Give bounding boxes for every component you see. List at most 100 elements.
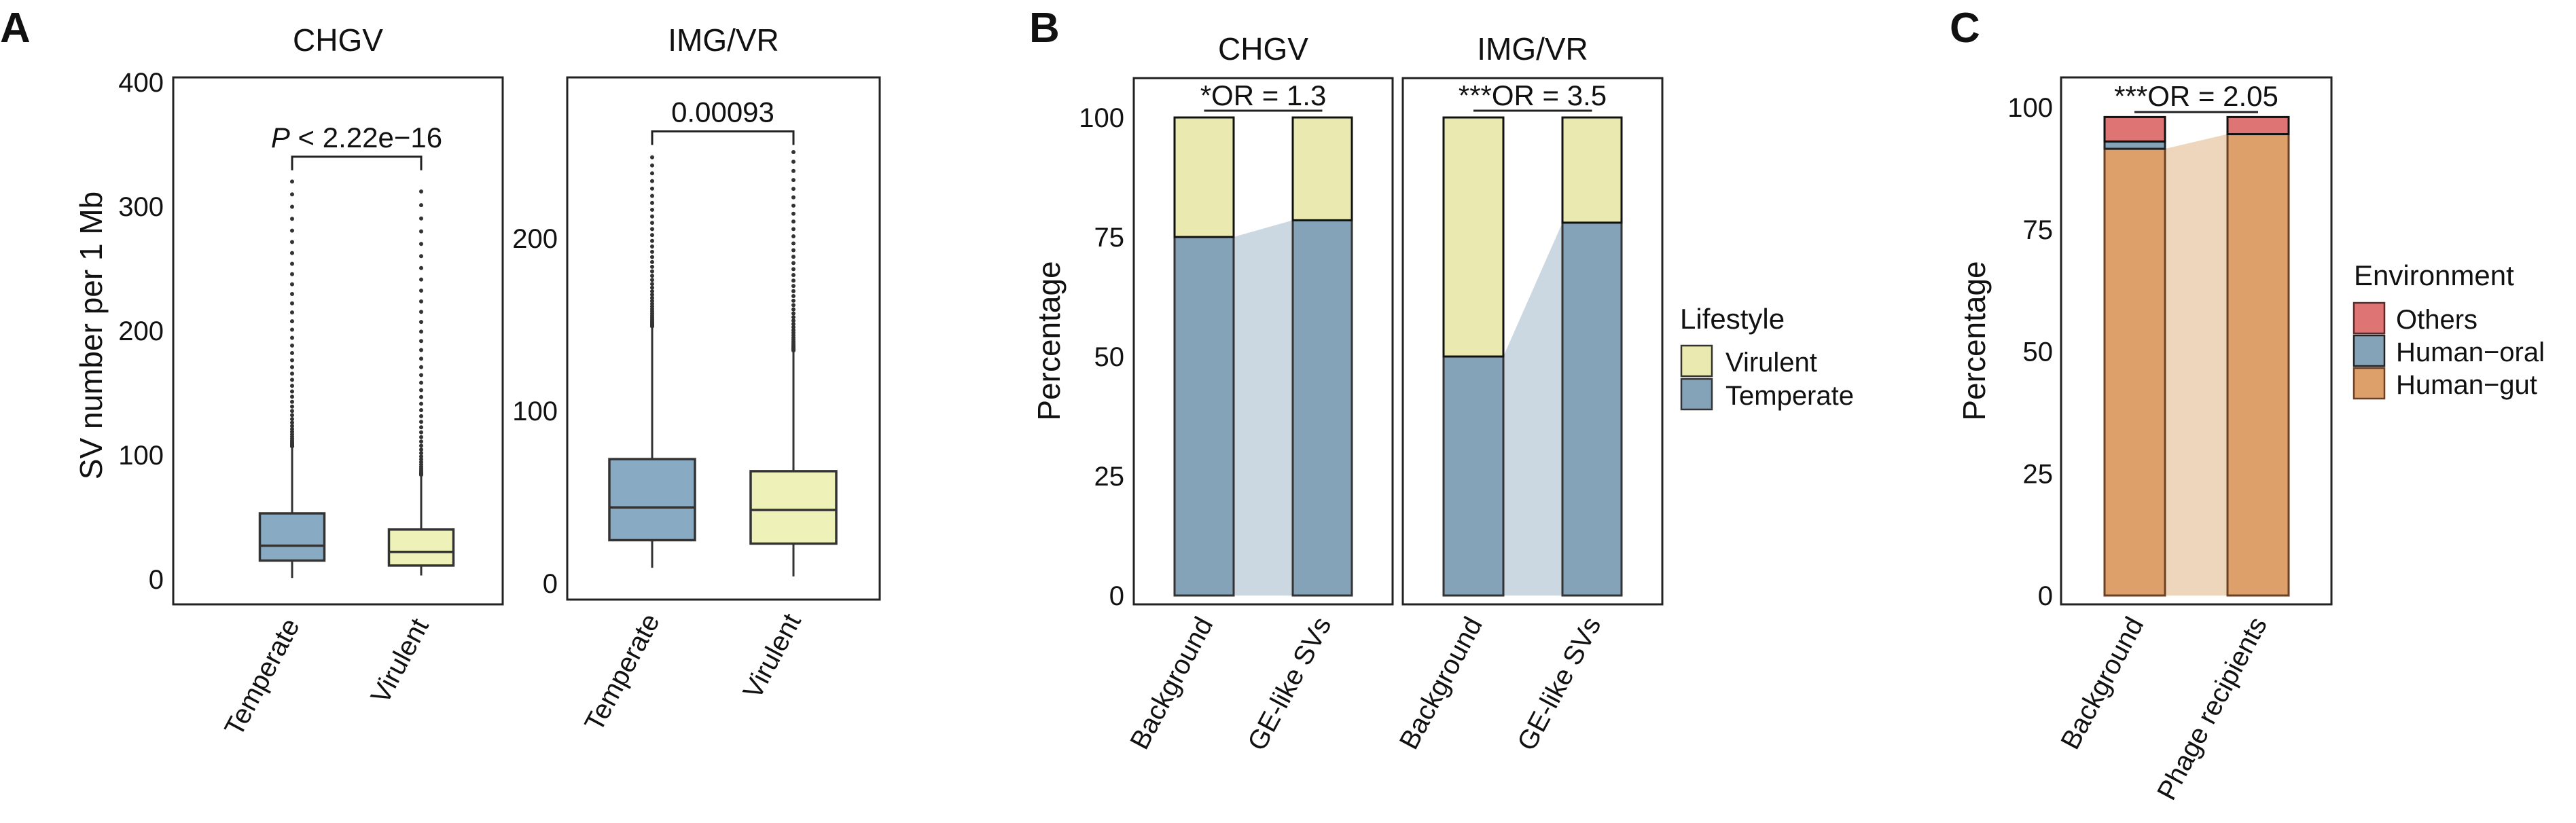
outlier-point bbox=[419, 457, 423, 462]
outlier-point bbox=[791, 219, 795, 224]
outlier-point bbox=[791, 325, 795, 329]
y-tick-label: 200 bbox=[118, 316, 164, 346]
outlier-point bbox=[290, 343, 294, 348]
outlier-point bbox=[419, 242, 423, 246]
outlier-point bbox=[290, 413, 294, 418]
outlier-point bbox=[290, 291, 294, 296]
outlier-point bbox=[650, 301, 654, 306]
outlier-point bbox=[650, 163, 654, 168]
outlier-point bbox=[419, 277, 423, 282]
panel-border bbox=[1401, 77, 1664, 606]
outlier-point bbox=[791, 255, 795, 259]
outlier-point bbox=[791, 278, 795, 283]
facet-title: CHGV bbox=[1218, 31, 1308, 67]
outlier-point bbox=[791, 203, 795, 208]
outlier-point bbox=[290, 272, 294, 276]
panel-letter-c: C bbox=[1950, 5, 1980, 52]
panel-border bbox=[2060, 76, 2333, 606]
panel-border bbox=[1132, 77, 1394, 606]
y-tick-label: 75 bbox=[1094, 223, 1125, 253]
outlier-point bbox=[419, 425, 423, 430]
y-tick-label: 200 bbox=[512, 224, 558, 254]
outlier-point bbox=[290, 365, 294, 369]
outlier-point bbox=[791, 293, 795, 298]
legend-title: Lifestyle bbox=[1680, 303, 1785, 335]
facet-chgv: CHGV 0 100 200 300 400 Temperate Virulent P < 2.… bbox=[118, 22, 504, 741]
legend-swatch-humangut bbox=[2353, 367, 2386, 400]
outlier-point bbox=[290, 335, 294, 340]
x-tick-label: Virulent bbox=[738, 609, 807, 704]
outlier-point bbox=[290, 424, 294, 428]
y-axis-title: Percentage bbox=[1031, 261, 1067, 420]
outlier-point bbox=[791, 168, 795, 173]
facet-title: IMG/VR bbox=[1477, 31, 1588, 67]
y-tick-label: 50 bbox=[2023, 337, 2054, 367]
y-tick-label: 25 bbox=[2023, 459, 2054, 489]
y-axis-title: Percentage bbox=[1956, 261, 1992, 420]
outlier-point bbox=[290, 384, 294, 388]
box-virulent bbox=[387, 189, 455, 576]
outlier-point bbox=[650, 179, 654, 183]
outlier-point bbox=[290, 409, 294, 414]
outlier-point bbox=[650, 274, 654, 278]
legend-swatch-others bbox=[2353, 301, 2386, 335]
outlier-point bbox=[290, 217, 294, 221]
facet-chgv: CHGV Background GE-like SVs *OR = 1.3 bbox=[1124, 31, 1394, 756]
outlier-point bbox=[791, 261, 795, 266]
odds-ratio-text: OR = 1.3 bbox=[1211, 79, 1326, 111]
outlier-point bbox=[290, 420, 294, 425]
y-tick-label: 0 bbox=[1109, 581, 1124, 611]
outlier-point bbox=[419, 435, 423, 439]
outlier-point bbox=[650, 278, 654, 282]
significance-stars: *** bbox=[2114, 80, 2147, 112]
outlier-point bbox=[650, 295, 654, 300]
legend-label: Human−oral bbox=[2396, 337, 2545, 367]
bar-segment-temperate bbox=[1291, 219, 1353, 597]
outlier-point bbox=[290, 350, 294, 355]
y-tick-label: 100 bbox=[512, 397, 558, 426]
outlier-point bbox=[290, 240, 294, 244]
comparison-bracket bbox=[291, 156, 423, 170]
outlier-point bbox=[290, 228, 294, 233]
outlier-point bbox=[290, 319, 294, 324]
y-tick-label: 300 bbox=[118, 192, 164, 222]
outlier-point bbox=[791, 150, 795, 154]
outlier-point bbox=[650, 238, 654, 243]
p-value-label: P < 2.22e−16 bbox=[271, 122, 442, 153]
outlier-point bbox=[419, 320, 423, 325]
panel-border bbox=[566, 76, 881, 601]
outlier-point bbox=[791, 178, 795, 183]
outlier-point bbox=[290, 179, 294, 184]
outlier-point bbox=[791, 322, 795, 327]
comparison-bracket bbox=[651, 130, 795, 145]
outlier-point bbox=[290, 399, 294, 404]
legend-swatch-temperate bbox=[1680, 378, 1713, 411]
outlier-point bbox=[290, 301, 294, 306]
outlier-point bbox=[791, 289, 795, 293]
panel-a: SV number per 1 Mb CHGV 0 100 200 300 400 Tempe… bbox=[73, 22, 881, 741]
x-tick-label: Background bbox=[1124, 612, 1219, 754]
bar-segment-virulent bbox=[1173, 116, 1235, 238]
bar-segment-human-gut bbox=[2103, 147, 2166, 597]
p-value-text: < 2.22e−16 bbox=[290, 122, 442, 153]
gut-link-band bbox=[2165, 134, 2228, 596]
bar-segment-human-gut bbox=[2226, 133, 2290, 597]
outlier-point bbox=[419, 443, 423, 448]
outlier-point bbox=[791, 303, 795, 308]
outlier-point bbox=[791, 211, 795, 216]
outlier-point bbox=[290, 426, 294, 431]
panel-letter-b: B bbox=[1029, 5, 1060, 52]
outlier-point bbox=[419, 229, 423, 234]
bar-gelikesvs bbox=[1561, 116, 1623, 597]
outlier-point bbox=[290, 310, 294, 315]
facet-title: CHGV bbox=[293, 22, 383, 58]
bar-segment-virulent bbox=[1442, 116, 1505, 358]
outlier-point bbox=[290, 395, 294, 399]
x-tick-label: GE-like SVs bbox=[1242, 612, 1337, 756]
outlier-point bbox=[419, 414, 423, 418]
outlier-point bbox=[290, 282, 294, 287]
outlier-point bbox=[290, 371, 294, 376]
outlier-point bbox=[791, 227, 795, 232]
